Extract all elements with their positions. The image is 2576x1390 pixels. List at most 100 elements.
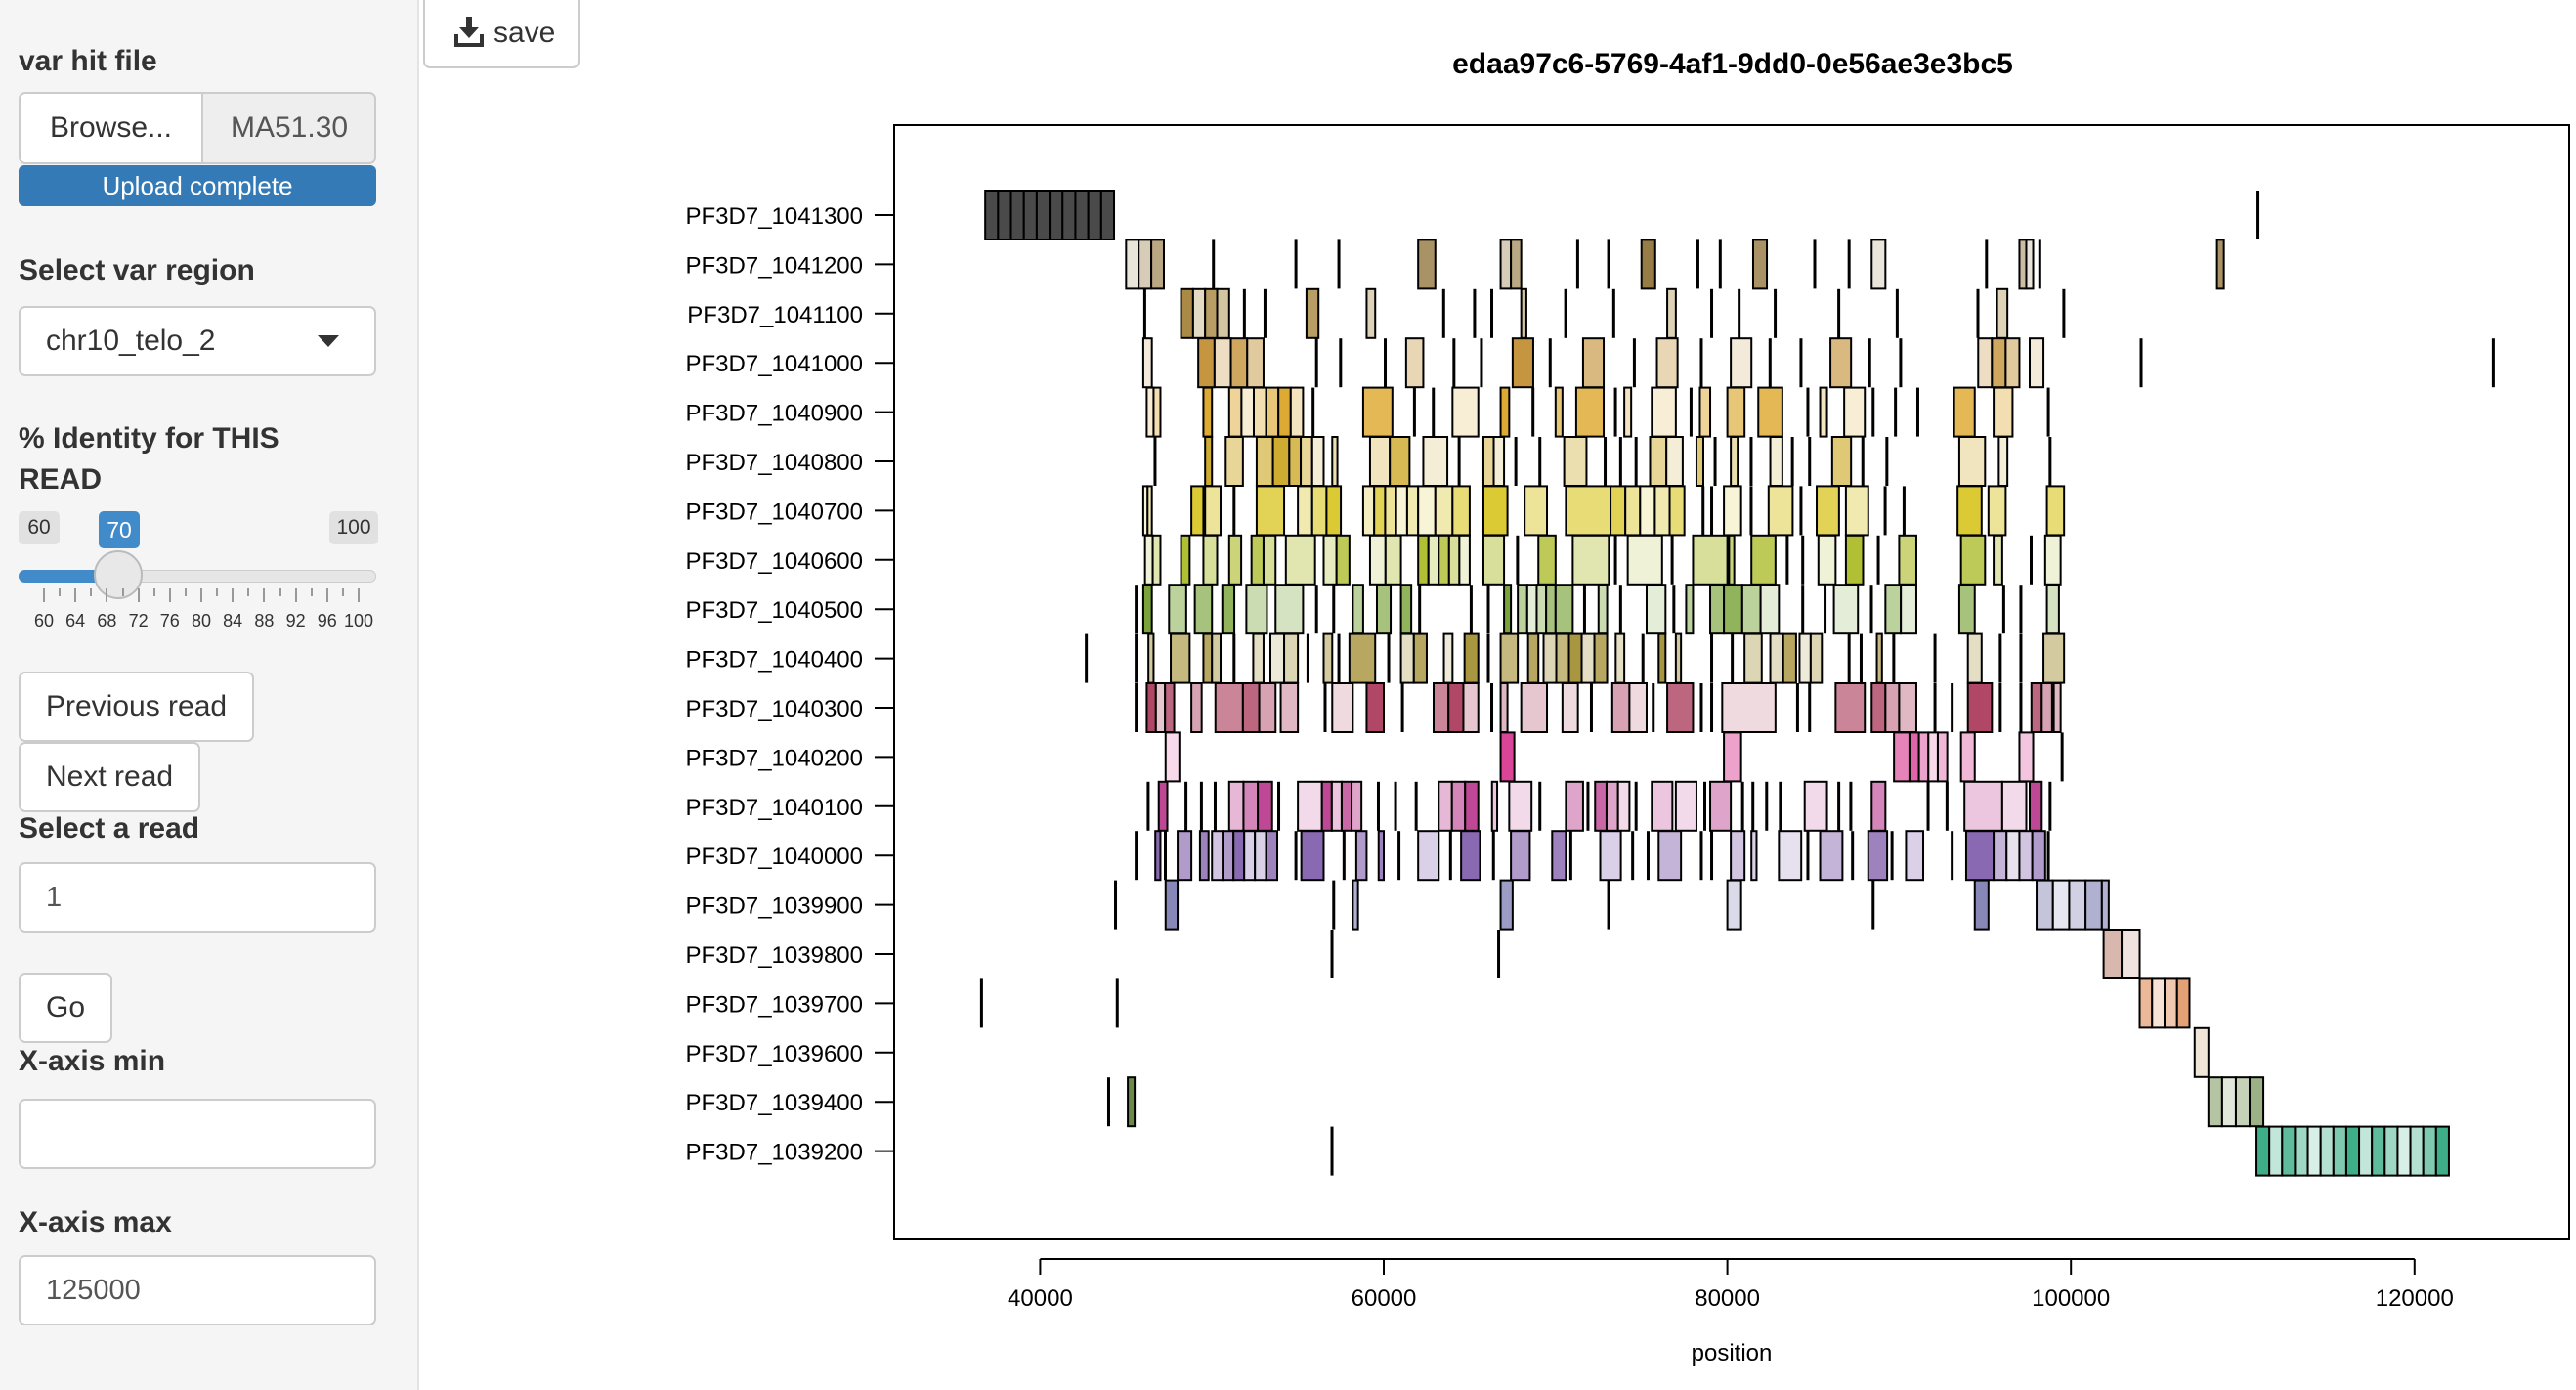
hit-mark bbox=[1604, 437, 1608, 486]
save-button[interactable]: save bbox=[423, 0, 580, 68]
hit-mark bbox=[1255, 436, 1274, 487]
hit-mark bbox=[2004, 337, 2021, 389]
hit-mark bbox=[2048, 437, 2052, 486]
hit-mark bbox=[1782, 632, 1797, 684]
hit-mark bbox=[1197, 337, 1216, 389]
y-tick-label: PF3D7_1041100 bbox=[687, 302, 863, 328]
hit-mark bbox=[1869, 585, 1873, 634]
hit-mark bbox=[1514, 437, 1518, 486]
hit-mark bbox=[2234, 1076, 2252, 1128]
hit-mark bbox=[1779, 781, 1782, 831]
hit-mark bbox=[1808, 437, 1812, 486]
hit-mark bbox=[1499, 879, 1514, 931]
next-read-button[interactable]: Next read bbox=[19, 742, 201, 812]
hit-mark bbox=[1229, 337, 1249, 389]
hit-mark bbox=[1322, 632, 1334, 684]
hit-mark bbox=[1657, 632, 1667, 684]
hit-mark bbox=[1898, 534, 1917, 586]
hit-mark bbox=[1246, 337, 1265, 389]
x-tick-label: 40000 bbox=[1008, 1285, 1073, 1312]
region-label: Select var region bbox=[19, 254, 255, 286]
hit-mark bbox=[1537, 534, 1557, 586]
hit-mark bbox=[1441, 288, 1445, 338]
y-tick-label: PF3D7_1040100 bbox=[686, 795, 863, 821]
hit-mark bbox=[1605, 780, 1619, 832]
slider-tick bbox=[90, 588, 93, 596]
hit-mark bbox=[1517, 584, 1528, 635]
identity-slider-handle[interactable] bbox=[94, 550, 143, 599]
hit-mark bbox=[1417, 239, 1437, 290]
previous-read-button[interactable]: Previous read bbox=[19, 672, 255, 742]
hit-mark bbox=[1297, 780, 1323, 832]
x-tick-label: 120000 bbox=[2376, 1285, 2454, 1312]
hit-mark bbox=[1738, 288, 1741, 338]
hit-mark bbox=[2306, 1125, 2322, 1177]
hit-mark bbox=[1575, 239, 1579, 289]
hit-mark bbox=[1227, 534, 1243, 586]
hit-mark bbox=[1731, 633, 1735, 683]
hit-mark bbox=[1450, 780, 1467, 832]
hit-mark bbox=[1232, 486, 1236, 536]
hit-mark bbox=[1759, 584, 1781, 635]
hit-mark bbox=[2358, 1125, 2374, 1177]
hit-mark bbox=[1545, 584, 1557, 635]
hit-mark bbox=[1819, 830, 1844, 882]
y-tick-label: PF3D7_1040600 bbox=[686, 548, 863, 575]
hit-mark bbox=[1634, 437, 1638, 486]
hit-mark bbox=[2005, 830, 2021, 882]
hit-mark bbox=[2220, 1076, 2237, 1128]
hit-mark bbox=[1245, 584, 1268, 635]
hit-mark bbox=[2319, 1125, 2335, 1177]
hit-mark bbox=[2491, 338, 2495, 388]
hit-mark bbox=[1300, 436, 1313, 487]
hit-mark bbox=[1242, 780, 1260, 832]
hit-mark bbox=[1875, 632, 1883, 684]
chart-title: edaa97c6-5769-4af1-9dd0-0e56ae3e3bc5 bbox=[1452, 48, 2013, 80]
hit-mark bbox=[1422, 436, 1449, 487]
hit-mark bbox=[1993, 830, 2008, 882]
hit-mark bbox=[1447, 682, 1465, 733]
hit-mark bbox=[1490, 780, 1499, 832]
hit-mark bbox=[1651, 386, 1677, 438]
hit-mark bbox=[2207, 1076, 2223, 1128]
xmax-input[interactable]: 125000 bbox=[19, 1255, 376, 1325]
hit-mark bbox=[1397, 831, 1401, 881]
hit-mark bbox=[1497, 930, 1501, 978]
hit-mark bbox=[1510, 830, 1531, 882]
hit-mark bbox=[1564, 288, 1567, 338]
hit-mark bbox=[1750, 534, 1777, 586]
hit-mark bbox=[1399, 632, 1415, 684]
browse-button[interactable]: Browse... bbox=[19, 92, 201, 164]
hit-mark bbox=[1892, 633, 1896, 683]
hit-mark bbox=[2030, 535, 2034, 585]
hit-mark bbox=[1252, 386, 1267, 438]
hit-mark bbox=[1884, 584, 1903, 635]
hit-mark bbox=[1927, 731, 1939, 783]
hit-mark bbox=[1593, 632, 1609, 684]
hit-mark bbox=[1551, 830, 1567, 882]
hit-mark bbox=[1665, 436, 1684, 487]
slider-tick bbox=[216, 588, 219, 596]
hit-mark bbox=[2031, 830, 2046, 882]
go-button[interactable]: Go bbox=[19, 973, 113, 1043]
hit-mark bbox=[1227, 386, 1243, 438]
hit-mark bbox=[1799, 486, 1803, 536]
region-select[interactable]: chr10_telo_2 bbox=[19, 306, 376, 376]
hit-mark bbox=[1232, 633, 1236, 683]
slider-tick-label: 92 bbox=[285, 611, 306, 630]
hit-marks bbox=[979, 190, 2495, 1177]
hit-mark bbox=[1438, 780, 1453, 832]
hit-mark bbox=[2383, 1125, 2399, 1177]
hit-mark bbox=[1106, 1077, 1110, 1127]
hit-mark bbox=[2121, 929, 2141, 979]
hit-mark bbox=[1631, 831, 1635, 881]
hit-mark bbox=[2138, 977, 2154, 1029]
xmin-input[interactable] bbox=[19, 1099, 376, 1169]
hit-mark bbox=[1457, 437, 1461, 486]
hit-mark bbox=[1325, 485, 1343, 537]
hit-mark bbox=[1486, 633, 1490, 683]
hit-mark bbox=[1335, 534, 1351, 586]
hit-mark bbox=[1074, 190, 1090, 240]
hit-mark bbox=[2019, 683, 2023, 732]
read-input[interactable]: 1 bbox=[19, 862, 376, 933]
